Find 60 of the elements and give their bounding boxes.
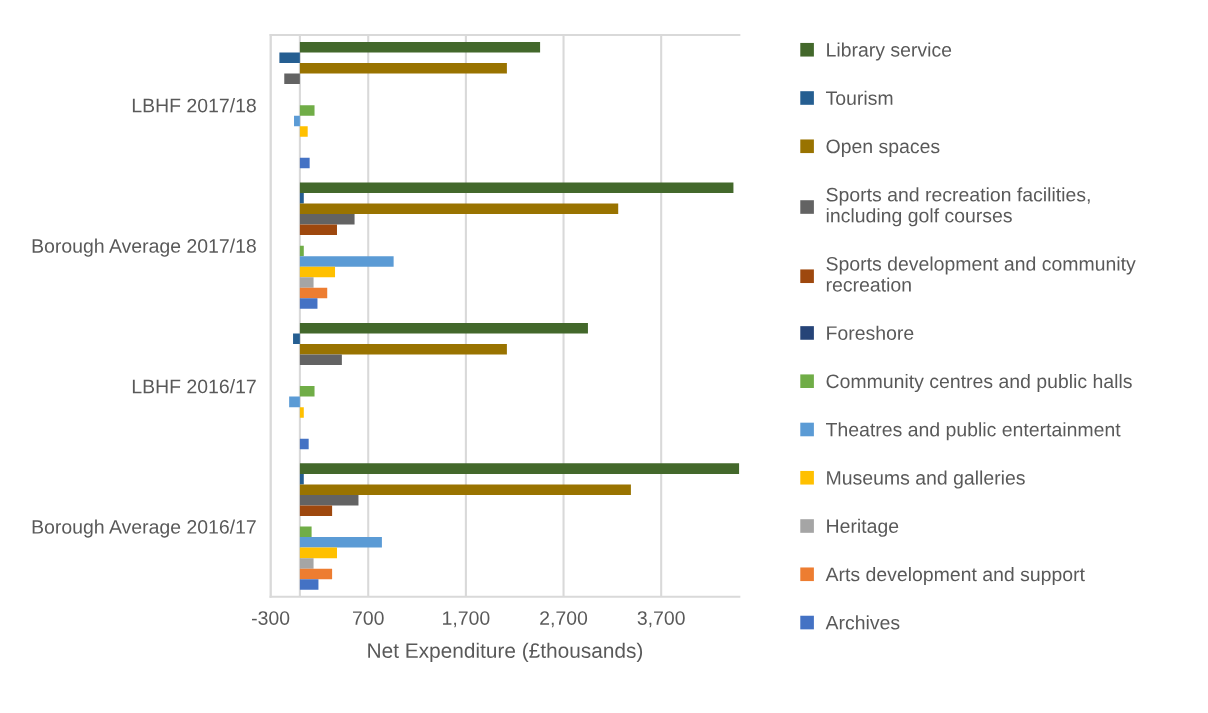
legend-label: Sports development and community recreation bbox=[826, 256, 1136, 292]
bar bbox=[299, 473, 304, 485]
bar bbox=[299, 526, 312, 538]
bar bbox=[299, 157, 310, 169]
y-tick-label: Borough Average 2017/18 bbox=[32, 238, 256, 257]
y-tick-label: Borough Average 2016/17 bbox=[32, 519, 256, 538]
legend-label: Arts development and support bbox=[825, 566, 1085, 586]
x-tick-label: -300 bbox=[252, 611, 290, 625]
bar bbox=[299, 287, 328, 299]
bar bbox=[299, 214, 355, 225]
bar bbox=[299, 277, 314, 288]
legend-label: Open spaces bbox=[826, 139, 940, 158]
bar bbox=[299, 386, 315, 397]
bar bbox=[299, 484, 631, 495]
y-tick-label: LBHF 2017/18 bbox=[132, 98, 256, 113]
bar bbox=[299, 126, 308, 137]
bar bbox=[289, 396, 300, 408]
bar bbox=[299, 407, 304, 418]
bar bbox=[293, 333, 300, 344]
bar bbox=[299, 256, 394, 267]
legend-label: Museums and galleries bbox=[827, 470, 1025, 489]
x-tick-label: 2,700 bbox=[540, 611, 588, 628]
bar bbox=[299, 343, 507, 355]
legend-label: Archives bbox=[825, 615, 900, 630]
bar bbox=[284, 73, 300, 85]
bar bbox=[299, 192, 304, 204]
bar bbox=[299, 568, 333, 580]
y-tick-label: LBHF 2016/17 bbox=[132, 379, 256, 394]
x-tick-label: 700 bbox=[353, 611, 384, 625]
bar bbox=[299, 105, 315, 116]
x-axis-title: Net Expenditure (£thousands) bbox=[368, 642, 643, 663]
bar bbox=[299, 203, 619, 215]
legend-label: Community centres and public halls bbox=[826, 373, 1132, 393]
bar bbox=[299, 41, 541, 53]
x-tick-label: 1,700 bbox=[443, 611, 490, 628]
bar bbox=[299, 438, 309, 450]
bar bbox=[299, 547, 337, 559]
bar bbox=[299, 63, 507, 74]
bar bbox=[294, 115, 300, 127]
bar bbox=[299, 537, 382, 548]
legend-label: Tourism bbox=[826, 90, 893, 105]
bar bbox=[279, 52, 300, 64]
x-tick-label: 3,700 bbox=[637, 611, 685, 628]
bar bbox=[299, 182, 734, 193]
bar bbox=[299, 558, 314, 569]
bar bbox=[299, 266, 336, 278]
bar bbox=[299, 245, 304, 257]
bar bbox=[299, 224, 337, 236]
legend-label: Sports and recreation facilities, including golf courses bbox=[826, 187, 1090, 227]
legend-label: Library service bbox=[827, 42, 952, 61]
bar bbox=[299, 322, 588, 334]
bar bbox=[299, 494, 359, 506]
bar bbox=[299, 505, 333, 517]
legend-label: Heritage bbox=[827, 518, 899, 537]
bar bbox=[299, 298, 318, 309]
bar bbox=[299, 579, 319, 590]
bar bbox=[299, 463, 740, 474]
legend-label: Theatres and public entertainment bbox=[826, 422, 1121, 441]
legend-label: Foreshore bbox=[827, 325, 914, 340]
bar bbox=[299, 354, 342, 366]
